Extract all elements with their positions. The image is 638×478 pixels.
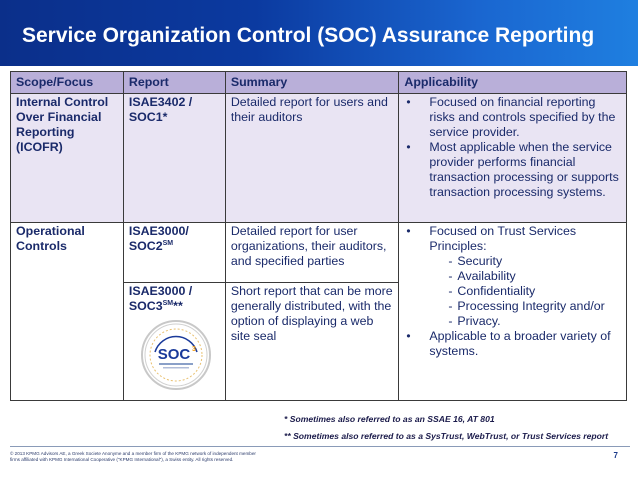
scope-line: Internal Control bbox=[16, 95, 109, 109]
report-line: ISAE3000/ bbox=[128, 224, 189, 238]
table-row: Internal Control Over Financial Reportin… bbox=[10, 93, 627, 223]
report-name: SOC2 bbox=[128, 239, 163, 253]
report-line: SOC1* bbox=[128, 110, 168, 124]
principle-item: Availability bbox=[429, 269, 621, 284]
scope-line: Reporting bbox=[16, 125, 75, 139]
service-mark: SM bbox=[162, 239, 174, 247]
footnote-systrust: ** Sometimes also referred to as a SysTr… bbox=[284, 431, 609, 441]
copyright-text: © 2013 KPMG Advisors AE, a Greek Societe… bbox=[10, 451, 256, 462]
summary-cell: Detailed report for users and their audi… bbox=[224, 93, 400, 223]
report-name: SOC3 bbox=[128, 299, 163, 313]
summary-cell: Detailed report for user organizations, … bbox=[224, 222, 400, 283]
soc3-seal-logo: SOC 3 bbox=[140, 320, 211, 390]
scope-line: (ICOFR) bbox=[16, 140, 63, 154]
principle-item: Security bbox=[429, 254, 621, 269]
soc3-seal-icon: SOC 3 bbox=[144, 323, 208, 387]
summary-cell: Short report that can be more generally … bbox=[224, 282, 400, 401]
scope-line: Controls bbox=[16, 239, 67, 253]
report-line: SOC2SM bbox=[129, 239, 220, 254]
principles-list: Security Availability Confidentiality Pr… bbox=[429, 254, 621, 329]
column-header: Summary bbox=[224, 71, 400, 94]
bullet-item: Most applicable when the service provide… bbox=[404, 140, 621, 200]
bullet-text: Focused on Trust Services Principles: bbox=[429, 224, 577, 253]
report-cell: ISAE3000 / SOC3SM** SOC 3 bbox=[122, 282, 226, 401]
header-banner: Service Organization Control (SOC) Assur… bbox=[0, 0, 638, 66]
scope-line: Operational bbox=[16, 224, 85, 238]
scope-cell: Internal Control Over Financial Reportin… bbox=[10, 93, 124, 223]
report-suffix: ** bbox=[173, 299, 183, 313]
logo-superscript: 3 bbox=[192, 346, 196, 353]
column-header: Scope/Focus bbox=[10, 71, 124, 94]
principle-item: Processing Integrity and/or bbox=[429, 299, 621, 314]
bullet-item: Focused on Trust Services Principles: Se… bbox=[404, 224, 621, 329]
bullet-item: Applicable to a broader variety of syste… bbox=[404, 329, 621, 359]
column-header: Applicability bbox=[398, 71, 627, 94]
table-row: Operational Controls ISAE3000/ SOC2SM De… bbox=[10, 222, 627, 401]
footer-divider bbox=[10, 446, 630, 447]
report-line: ISAE3000 / bbox=[128, 284, 193, 298]
table-row: ISAE3000 / SOC3SM** SOC 3 Short report t… bbox=[11, 282, 627, 401]
page-number: 7 bbox=[613, 451, 618, 460]
applicability-cell: Focused on financial reporting risks and… bbox=[398, 93, 627, 223]
report-cell: ISAE3402 / SOC1* bbox=[122, 93, 226, 223]
scope-cell: Operational Controls bbox=[10, 222, 124, 401]
bullet-item: Focused on financial reporting risks and… bbox=[404, 95, 621, 140]
service-mark: SM bbox=[162, 299, 174, 307]
table-header-row: Scope/Focus Report Summary Applicability bbox=[10, 71, 627, 94]
report-line: SOC3SM** bbox=[129, 299, 220, 314]
report-line: ISAE3402 / bbox=[128, 95, 193, 109]
footnote-ssae16: * Sometimes also referred to as an SSAE … bbox=[284, 414, 495, 424]
scope-line: Over Financial bbox=[16, 110, 102, 124]
principle-item: Privacy. bbox=[429, 314, 621, 329]
logo-text: SOC bbox=[158, 346, 191, 363]
column-header: Report bbox=[122, 71, 226, 94]
soc-table: Scope/Focus Report Summary Applicability… bbox=[10, 71, 627, 401]
applicability-cell: Focused on Trust Services Principles: Se… bbox=[398, 222, 627, 401]
principle-item: Confidentiality bbox=[429, 284, 621, 299]
page-title: Service Organization Control (SOC) Assur… bbox=[22, 24, 595, 47]
report-cell: ISAE3000/ SOC2SM bbox=[122, 222, 226, 283]
